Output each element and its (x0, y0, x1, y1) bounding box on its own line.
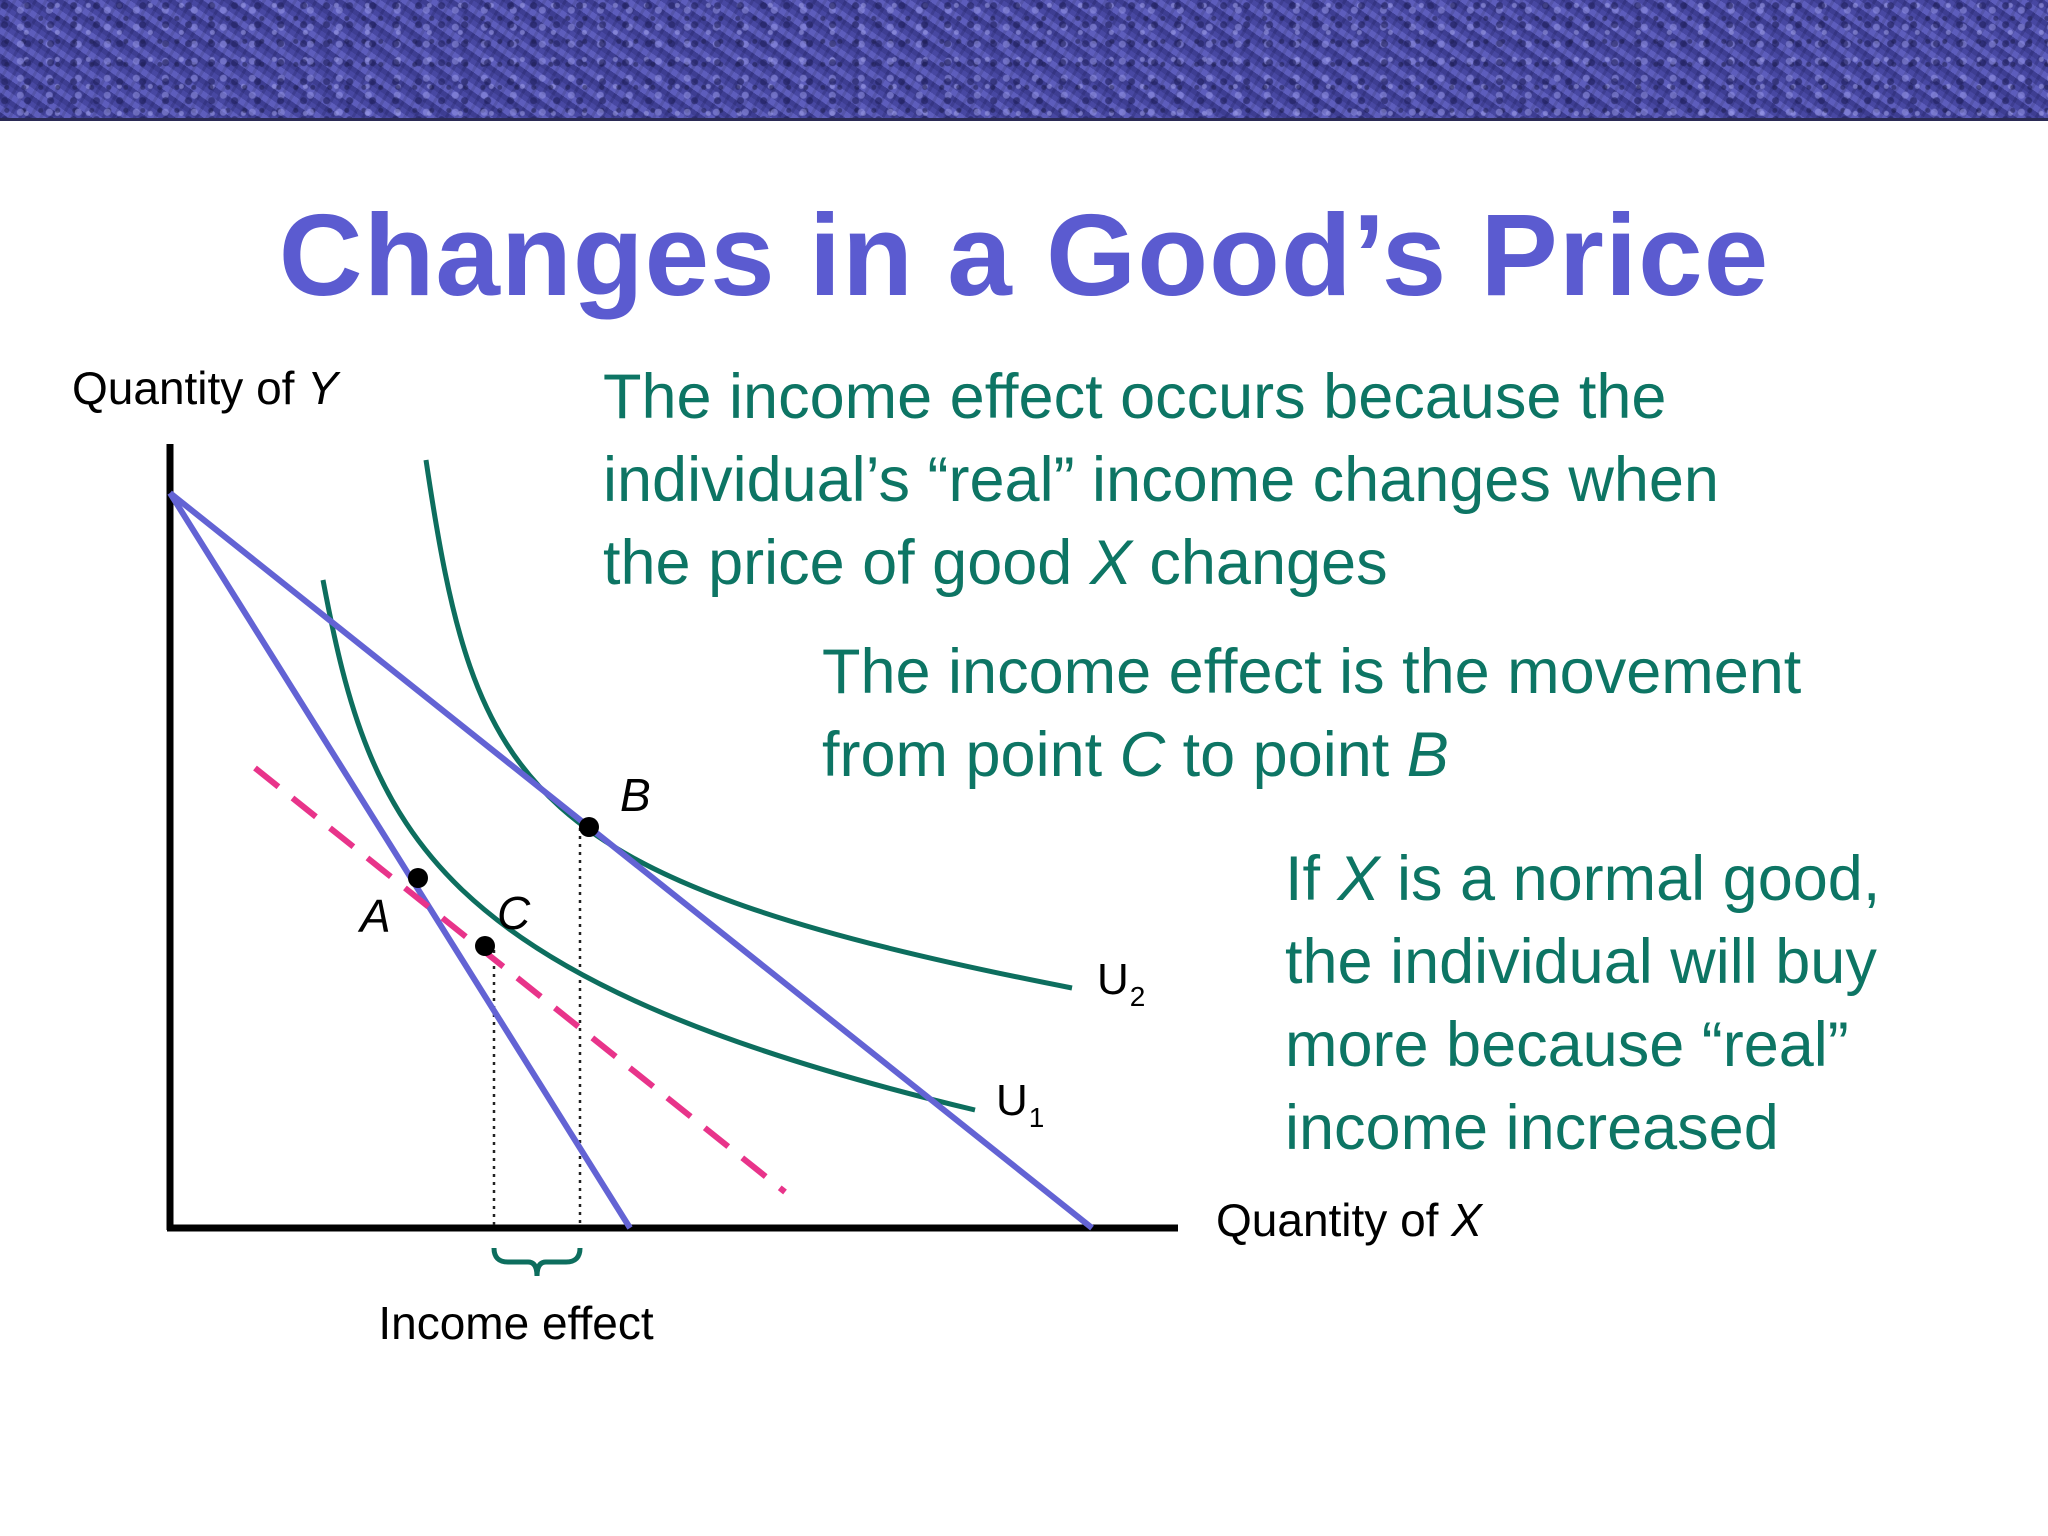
income-effect-movement-line: from point C to point B (822, 720, 1449, 790)
variable-text: X (1337, 844, 1380, 914)
normal-good-line: If X is a normal good, (1285, 844, 1881, 914)
curve-label-u2: U2 (1097, 955, 1145, 1012)
income-effect-cause-line: the price of good X changes (603, 528, 1388, 598)
normal-good-line: more because “real” (1285, 1010, 1849, 1080)
income-effect-cause-line: individual’s “real” income changes when (603, 445, 1719, 515)
slide-title: Changes in a Good’s Price (278, 190, 1770, 320)
text-income-effect-movement: The income effect is the movement from po… (822, 631, 1972, 797)
income-effect-movement-line: The income effect is the movement (822, 637, 1802, 707)
income-effect-label: Income effect (378, 1297, 654, 1349)
income-effect-bracket (491, 1247, 583, 1277)
indifference-curve-u1 (320, 579, 976, 1113)
point-b-label: B (620, 769, 651, 821)
curve-label-u1: U1 (996, 1076, 1044, 1133)
compensated-budget-line (253, 765, 787, 1195)
variable-text: X (1089, 528, 1132, 598)
y-axis-label: Quantity of Y (72, 362, 341, 414)
variable-text: C (1119, 720, 1166, 790)
point-c-marker (475, 936, 495, 956)
point-a-label: A (357, 890, 391, 942)
normal-good-line: the individual will buy (1285, 927, 1877, 997)
text-income-effect-cause: The income effect occurs because the indi… (603, 356, 1903, 605)
text-normal-good: If X is a normal good, the individual wil… (1285, 838, 2025, 1170)
point-a-marker (408, 868, 428, 888)
variable-text: B (1406, 720, 1449, 790)
normal-good-line: income increased (1285, 1093, 1779, 1163)
point-c-label: C (497, 887, 531, 939)
income-effect-cause-line: The income effect occurs because the (603, 362, 1667, 432)
point-b-marker (579, 817, 599, 837)
budget-line-initial (167, 491, 633, 1230)
header-banner (0, 0, 2048, 121)
budget-line-new (168, 490, 1094, 1231)
x-axis-label: Quantity of X (1216, 1194, 1484, 1246)
